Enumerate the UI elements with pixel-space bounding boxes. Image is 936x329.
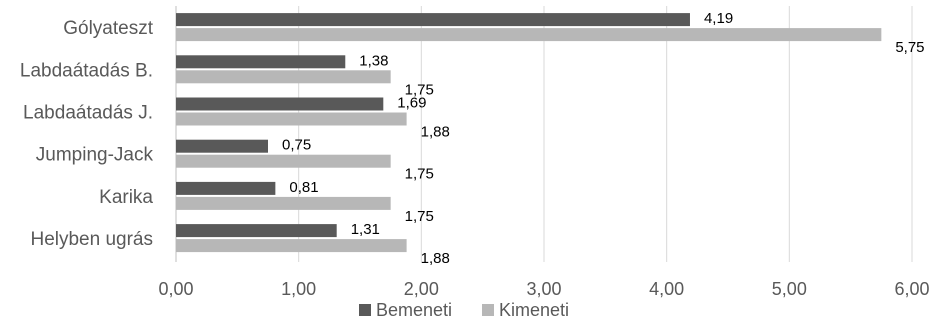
legend-label-bemeneti: Bemeneti [376, 300, 452, 320]
data-label: 0,81 [289, 179, 318, 196]
data-label: 0,75 [282, 137, 311, 154]
data-label: 1,75 [405, 166, 434, 183]
data-label: 5,75 [895, 39, 924, 56]
bar-kimeneti [176, 112, 407, 126]
category-label: Helyben ugrás [30, 229, 153, 250]
bar-kimeneti [176, 196, 391, 210]
bar-bemeneti [176, 13, 690, 27]
x-tick-label: 4,00 [649, 279, 684, 299]
data-label: 1,75 [405, 81, 434, 98]
x-tick-label: 2,00 [404, 279, 439, 299]
data-label: 1,31 [351, 221, 380, 238]
bar-kimeneti [176, 239, 407, 253]
category-label: Karika [99, 187, 153, 208]
category-label: Labdaátadás B. [20, 60, 153, 81]
bar-kimeneti [176, 154, 391, 168]
x-tick-label: 3,00 [526, 279, 561, 299]
legend-swatch-kimeneti [482, 304, 494, 316]
x-tick-label: 5,00 [772, 279, 807, 299]
data-label: 4,19 [704, 10, 733, 27]
bar-bemeneti [176, 97, 384, 111]
category-label: Gólyateszt [63, 18, 153, 39]
category-label: Labdaátadás J. [23, 103, 153, 124]
data-label: 1,88 [421, 124, 450, 141]
data-label: 1,69 [397, 95, 426, 112]
x-tick-label: 0,00 [158, 279, 193, 299]
legend-label-kimeneti: Kimeneti [499, 300, 569, 320]
x-tick-label: 6,00 [894, 279, 929, 299]
bar-kimeneti [176, 70, 391, 84]
bar-bemeneti [176, 139, 268, 153]
data-label: 1,38 [359, 52, 388, 69]
bar-bemeneti [176, 181, 276, 195]
bar-bemeneti [176, 55, 346, 69]
bar-kimeneti [176, 28, 882, 42]
data-label: 1,88 [421, 250, 450, 267]
category-label: Jumping-Jack [36, 145, 154, 166]
x-tick-label: 1,00 [281, 279, 316, 299]
data-label: 1,75 [405, 208, 434, 225]
bar-bemeneti [176, 224, 337, 238]
legend-swatch-bemeneti [359, 304, 371, 316]
